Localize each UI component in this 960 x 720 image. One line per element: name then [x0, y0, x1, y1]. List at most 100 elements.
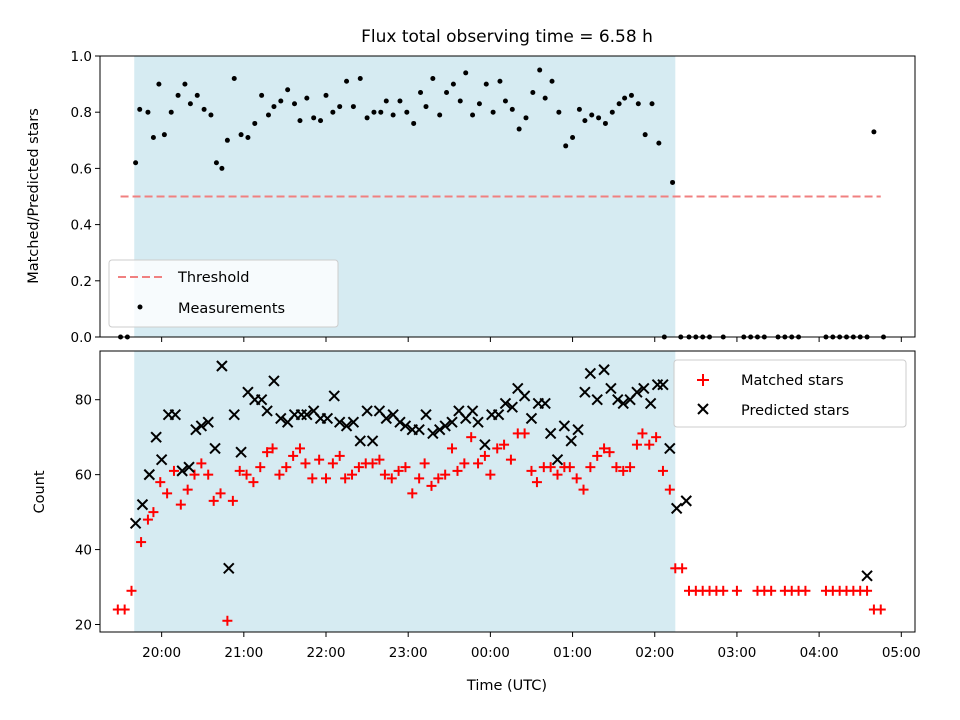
- bottom-x-ticks: 20:00 21:00 22:00 23:00 00:00 01:00 02:00 03:00…: [142, 632, 921, 661]
- measurement-point: [656, 140, 662, 146]
- measurement-point: [224, 137, 230, 143]
- measurement-point: [201, 106, 207, 112]
- measurement-point: [582, 118, 588, 124]
- measurement-point: [497, 78, 503, 84]
- predicted-star-point: [439, 420, 451, 432]
- matched-star-point: [248, 477, 259, 488]
- measurement-point: [483, 81, 489, 87]
- measurement-point: [470, 112, 476, 118]
- matched-star-point: [288, 450, 299, 461]
- measurement-point: [444, 90, 450, 96]
- x-tick-label: 20:00: [142, 645, 181, 661]
- matched-star-point: [314, 454, 325, 465]
- matched-star-point: [227, 495, 238, 506]
- predicted-star-point: [664, 442, 676, 455]
- measurement-point: [616, 101, 622, 107]
- matched-star-point: [426, 480, 437, 491]
- matched-star-point: [499, 439, 510, 450]
- measurement-point: [450, 81, 456, 87]
- measurement-point: [404, 109, 410, 115]
- predicted-star-point: [202, 416, 214, 428]
- predicted-stars-points: [129, 360, 873, 582]
- measurement-point: [411, 120, 417, 126]
- predicted-star-point: [579, 386, 591, 398]
- matched-star-point: [664, 484, 675, 495]
- matched-star-point: [631, 439, 642, 450]
- predicted-star-point: [275, 412, 287, 425]
- top-y-ticks: 0.0 0.2 0.4 0.6 0.8 1.0: [71, 49, 100, 346]
- measurement-point: [589, 112, 595, 118]
- matched-star-point: [347, 469, 358, 480]
- predicted-star-point: [680, 495, 692, 507]
- legend-matched-label: Matched stars: [741, 373, 844, 389]
- top-y-axis-label: Matched/Predicted stars: [26, 108, 42, 284]
- matched-star-point: [651, 432, 662, 443]
- measurement-point: [304, 95, 310, 101]
- matched-star-point: [386, 473, 397, 484]
- predicted-star-point: [129, 517, 142, 530]
- predicted-star-point: [572, 423, 584, 436]
- measurement-point: [871, 129, 877, 135]
- matched-star-point: [473, 458, 484, 469]
- matched-star-point: [182, 484, 193, 495]
- matched-star-point: [255, 462, 266, 473]
- measurement-point: [311, 115, 317, 121]
- matched-star-point: [618, 465, 629, 476]
- predicted-star-point: [155, 453, 168, 466]
- bottom-y-ticks: 20 40 60 80: [75, 393, 100, 634]
- measurement-point: [523, 115, 529, 121]
- measurement-point: [628, 92, 634, 98]
- matched-star-point: [262, 447, 273, 458]
- matched-star-point: [234, 465, 245, 476]
- matched-star-point: [414, 473, 425, 484]
- measurement-point: [137, 106, 143, 112]
- measurement-point: [437, 112, 443, 118]
- predicted-star-point: [340, 420, 353, 432]
- legend-predicted-swatch: [697, 403, 709, 415]
- bottom-panel: 20 40 60 80 20:00 21:00 22:00 23:00 00:00 01:00 0…: [32, 350, 921, 694]
- measurement-point: [168, 109, 174, 115]
- measurement-point: [259, 92, 265, 98]
- measurement-point: [194, 92, 200, 98]
- measurement-point: [330, 109, 336, 115]
- matched-star-point: [452, 465, 463, 476]
- matched-star-point: [241, 469, 252, 480]
- measurement-point: [318, 118, 324, 124]
- matched-star-point: [215, 488, 226, 499]
- x-tick-label: 05:00: [882, 645, 921, 661]
- measurement-point: [383, 98, 389, 104]
- measurements-points: [118, 67, 886, 340]
- measurement-point: [642, 132, 648, 138]
- top-x-ticks: [161, 337, 902, 342]
- predicted-star-point: [354, 435, 366, 447]
- predicted-star-point: [190, 423, 202, 436]
- matched-star-point: [379, 469, 390, 480]
- matched-star-point: [168, 465, 179, 476]
- predicted-star-point: [506, 401, 519, 413]
- measurement-point: [502, 98, 508, 104]
- matched-star-point: [407, 488, 418, 499]
- predicted-star-point: [558, 420, 571, 432]
- matched-star-point: [175, 499, 186, 510]
- y-tick-label: 1.0: [71, 49, 92, 65]
- measurement-point: [297, 118, 303, 124]
- matched-star-point: [466, 432, 477, 443]
- matched-star-point: [578, 484, 589, 495]
- measurement-point: [161, 132, 167, 138]
- measurement-point: [537, 67, 543, 73]
- predicted-star-point: [499, 397, 512, 410]
- measurement-point: [622, 95, 628, 101]
- measurement-point: [364, 115, 370, 121]
- matched-star-point: [447, 443, 458, 454]
- matched-star-point: [267, 443, 278, 454]
- predicted-star-point: [433, 423, 446, 436]
- matched-star-point: [731, 585, 742, 596]
- predicted-star-point: [605, 382, 617, 395]
- y-tick-label: 0.4: [71, 218, 92, 234]
- predicted-star-point: [565, 435, 577, 447]
- measurement-point: [219, 165, 225, 171]
- measurement-point: [238, 132, 244, 138]
- measurement-point: [457, 98, 463, 104]
- predicted-star-point: [150, 431, 162, 443]
